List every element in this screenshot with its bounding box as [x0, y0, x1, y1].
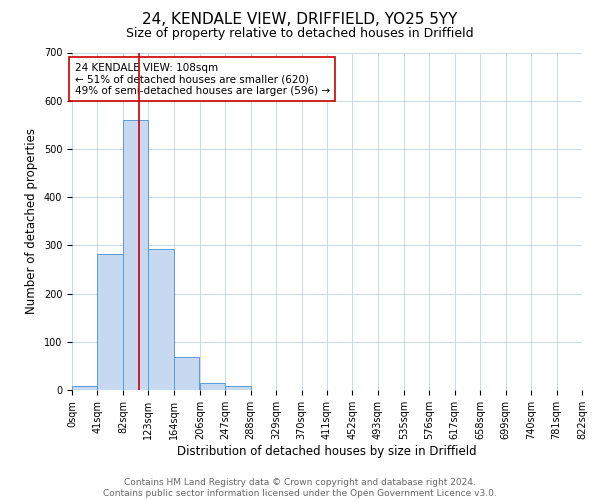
Bar: [123, 120, 148, 390]
Bar: [200, 383, 225, 390]
Bar: [174, 357, 199, 390]
Bar: [72, 386, 97, 390]
Text: Contains HM Land Registry data © Crown copyright and database right 2024.
Contai: Contains HM Land Registry data © Crown c…: [103, 478, 497, 498]
Text: Size of property relative to detached houses in Driffield: Size of property relative to detached ho…: [126, 28, 474, 40]
Bar: [225, 386, 251, 390]
Bar: [97, 254, 123, 390]
X-axis label: Distribution of detached houses by size in Driffield: Distribution of detached houses by size …: [177, 444, 477, 458]
Bar: [148, 249, 174, 390]
Text: 24, KENDALE VIEW, DRIFFIELD, YO25 5YY: 24, KENDALE VIEW, DRIFFIELD, YO25 5YY: [142, 12, 458, 28]
Text: 24 KENDALE VIEW: 108sqm
← 51% of detached houses are smaller (620)
49% of semi-d: 24 KENDALE VIEW: 108sqm ← 51% of detache…: [74, 62, 329, 96]
Y-axis label: Number of detached properties: Number of detached properties: [25, 128, 38, 314]
